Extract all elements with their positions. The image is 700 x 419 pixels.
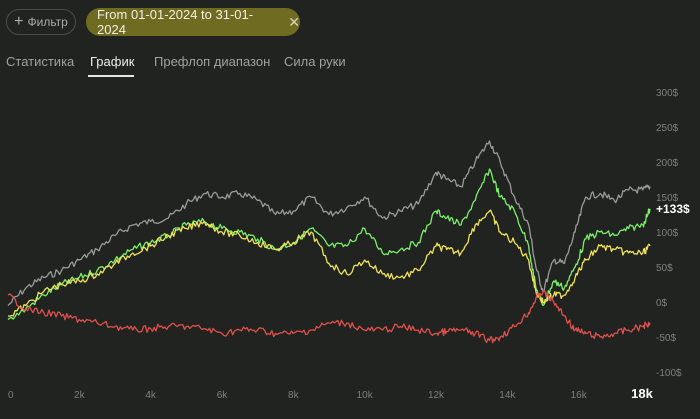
x-tick-label: 12k — [428, 390, 445, 401]
active-tab-indicator — [88, 75, 134, 77]
tab-bar: Статистика График Префлоп диапазон Сила … — [0, 54, 700, 80]
x-tick-label: 10k — [357, 390, 374, 401]
tab-statistics[interactable]: Статистика — [6, 54, 75, 69]
y-tick-label: 50$ — [656, 263, 673, 274]
x-tick-label: 14k — [499, 390, 516, 401]
x-tick-label: 4k — [145, 390, 157, 401]
y-tick-label: 100$ — [656, 228, 679, 239]
x-tick-label: 16k — [571, 390, 588, 401]
plus-icon: + — [14, 13, 24, 30]
series-line-1 — [7, 168, 651, 321]
profit-chart-svg: 300$ 250$ 200$ 150$ 100$ 50$ 0$ -50$ -100$ 0 2k 4k 6… — [7, 88, 690, 401]
y-tick-label: -100$ — [656, 368, 682, 379]
date-range-label: From 01-01-2024 to 31-01-2024 — [97, 7, 254, 37]
x-tick-label: 0 — [8, 390, 14, 401]
end-value-label: +133$ — [656, 202, 690, 216]
y-tick-label: 150$ — [656, 193, 679, 204]
filter-label: Фильтр — [27, 15, 68, 29]
series-line-0 — [7, 140, 651, 306]
x-tick-label: 18k — [631, 386, 653, 401]
x-tick-label: 6k — [217, 390, 229, 401]
y-tick-label: -50$ — [656, 333, 676, 344]
profit-chart: 300$ 250$ 200$ 150$ 100$ 50$ 0$ -50$ -100$ 0 2k 4k 6… — [0, 80, 700, 414]
y-tick-label: 250$ — [656, 123, 679, 134]
y-tick-label: 200$ — [656, 158, 679, 169]
tab-hand-strength[interactable]: Сила руки — [284, 54, 346, 69]
tab-graph[interactable]: График — [90, 54, 135, 69]
series-line-2 — [7, 209, 651, 317]
y-tick-label: 300$ — [656, 88, 679, 99]
series-line-3 — [7, 289, 651, 344]
tab-preflop-range[interactable]: Префлоп диапазон — [154, 54, 271, 69]
x-tick-label: 8k — [288, 390, 300, 401]
close-icon[interactable]: ✕ — [288, 13, 300, 30]
x-tick-label: 2k — [74, 390, 86, 401]
add-filter-button[interactable]: + Фильтр — [6, 9, 76, 35]
y-tick-label: 0$ — [656, 298, 668, 309]
toolbar: + Фильтр From 01-01-2024 to 31-01-2024 ✕ — [0, 0, 700, 44]
date-range-chip[interactable]: From 01-01-2024 to 31-01-2024 ✕ — [86, 7, 300, 37]
